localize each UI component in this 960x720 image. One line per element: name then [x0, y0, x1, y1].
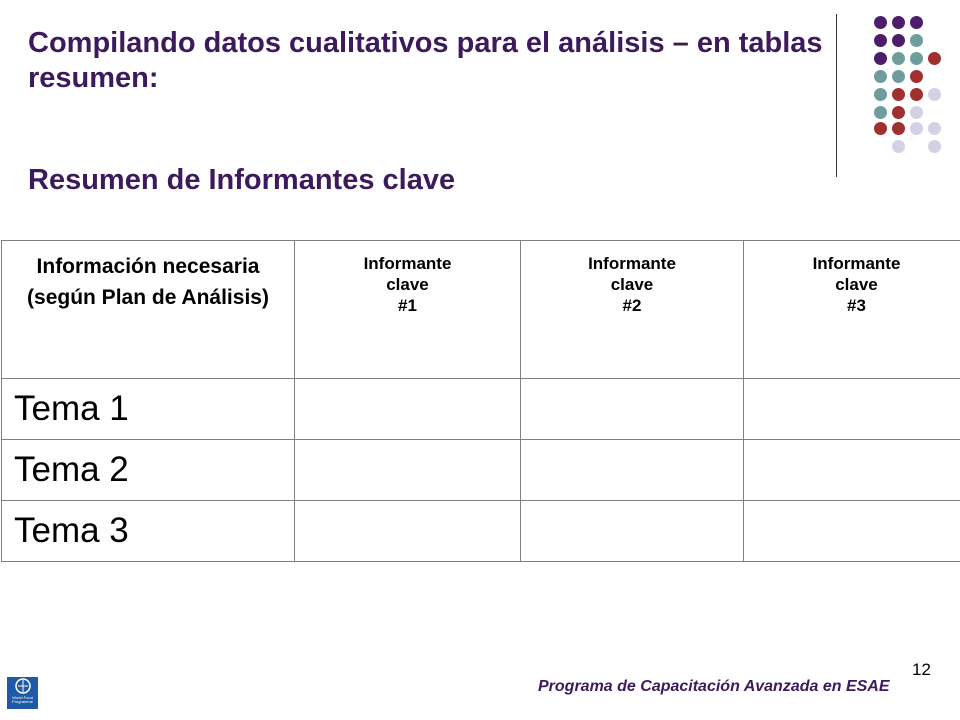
header-informant-2-line2: clave — [610, 275, 654, 294]
page-number: 12 — [912, 660, 931, 679]
slide-title: Compilando datos cualitativos para el an… — [28, 27, 823, 94]
decorative-dot — [928, 52, 941, 65]
decorative-dot — [928, 140, 941, 153]
decorative-dot — [874, 106, 887, 119]
decorative-dot — [892, 52, 905, 65]
decorative-dot — [892, 122, 905, 135]
wfp-logo-text: World Food Programme — [12, 695, 33, 704]
row-label-tema-1: Tema 1 — [1, 378, 295, 440]
table-row: Tema 1 — [1, 378, 960, 440]
wfp-logo: World Food Programme — [7, 677, 38, 709]
decorative-dot — [874, 122, 887, 135]
table-cell — [294, 439, 521, 501]
header-informant-3-line2: clave — [835, 275, 878, 294]
header-information-needed: Información necesaria (según Plan de Aná… — [1, 240, 295, 379]
decorative-dot — [874, 52, 887, 65]
decorative-dot — [892, 16, 905, 29]
decorative-dot — [910, 122, 923, 135]
row-label-tema-2: Tema 2 — [1, 439, 295, 501]
table-cell — [743, 439, 960, 501]
decorative-dot — [874, 34, 887, 47]
header-informant-2: Informante clave #2 — [520, 240, 744, 379]
header-informant-3: Informante clave #3 — [743, 240, 960, 379]
header-informant-3-line1: Informante — [812, 254, 901, 273]
decorative-dot — [874, 70, 887, 83]
header-informant-1-line1: Informante — [363, 254, 452, 273]
table-row: Tema 3 — [1, 500, 960, 562]
table-header-row: Información necesaria (según Plan de Aná… — [1, 240, 960, 379]
row-label-tema-3: Tema 3 — [1, 500, 295, 562]
decorative-dot — [928, 122, 941, 135]
table-cell — [520, 500, 744, 562]
header-informant-2-line3: #2 — [622, 296, 642, 315]
decorative-divider — [836, 14, 837, 177]
decorative-dot — [910, 88, 923, 101]
table-cell — [520, 378, 744, 440]
header-informant-1: Informante clave #1 — [294, 240, 521, 379]
table-cell — [294, 500, 521, 562]
decorative-dot — [910, 16, 923, 29]
decorative-dot — [874, 16, 887, 29]
wfp-emblem-icon — [14, 678, 31, 694]
table-cell — [520, 439, 744, 501]
header-informant-3-line3: #3 — [847, 296, 866, 315]
header-informant-1-line3: #1 — [398, 296, 417, 315]
decorative-dot — [910, 70, 923, 83]
table-cell — [743, 500, 960, 562]
decorative-dot — [892, 88, 905, 101]
decorative-dot — [892, 70, 905, 83]
decorative-dot — [910, 106, 923, 119]
table-cell — [294, 378, 521, 440]
decorative-dot — [892, 34, 905, 47]
decorative-dot — [892, 106, 905, 119]
table-cell — [743, 378, 960, 440]
footer-program-name: Programa de Capacitación Avanzada en ESA… — [538, 678, 890, 695]
table-row: Tema 2 — [1, 439, 960, 501]
decorative-dot — [892, 140, 905, 153]
decorative-dot — [874, 88, 887, 101]
header-informant-1-line2: clave — [386, 275, 429, 294]
header-informant-2-line1: Informante — [588, 254, 676, 273]
decorative-dot — [910, 34, 923, 47]
key-informant-summary-table: Información necesaria (según Plan de Aná… — [1, 240, 960, 562]
decorative-dot — [928, 88, 941, 101]
slide-subtitle: Resumen de Informantes clave — [28, 164, 456, 196]
decorative-dot — [910, 52, 923, 65]
